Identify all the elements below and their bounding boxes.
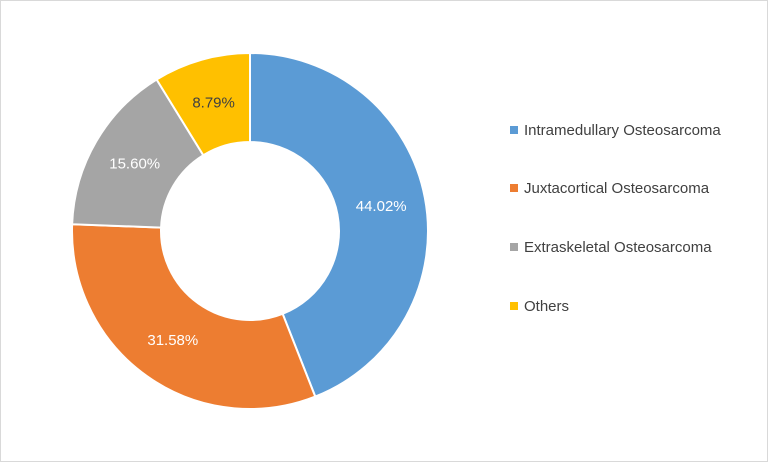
legend-swatch-intramedullary [510,126,518,134]
donut-slices [71,51,429,410]
legend-label-intramedullary: Intramedullary Osteosarcoma [524,122,721,139]
legend-item-juxtacortical: Juxtacortical Osteosarcoma [510,178,754,200]
legend-swatch-extraskeletal [510,243,518,251]
legend-label-juxtacortical: Juxtacortical Osteosarcoma [524,180,710,197]
data-label-others: 8.79% [192,95,235,112]
slice-others [155,51,251,157]
legend-item-extraskeletal: Extraskeletal Osteosarcoma [510,237,754,259]
data-labels: 44.02% 31.58% 15.60% 8.79% [109,95,406,349]
legend-swatch-juxtacortical [510,184,518,192]
slice-juxtacortical [71,223,317,410]
legend-item-intramedullary: Intramedullary Osteosarcoma [510,120,754,142]
data-label-intramedullary: 44.02% [356,198,407,215]
legend-item-others: Others [510,296,754,318]
legend-label-others: Others [524,298,570,315]
legend-label-extraskeletal: Extraskeletal Osteosarcoma [524,239,712,256]
data-label-juxtacortical: 31.58% [147,332,198,349]
data-label-extraskeletal: 15.60% [109,156,160,173]
slice-intramedullary [249,51,429,398]
legend-swatch-others [510,302,518,310]
